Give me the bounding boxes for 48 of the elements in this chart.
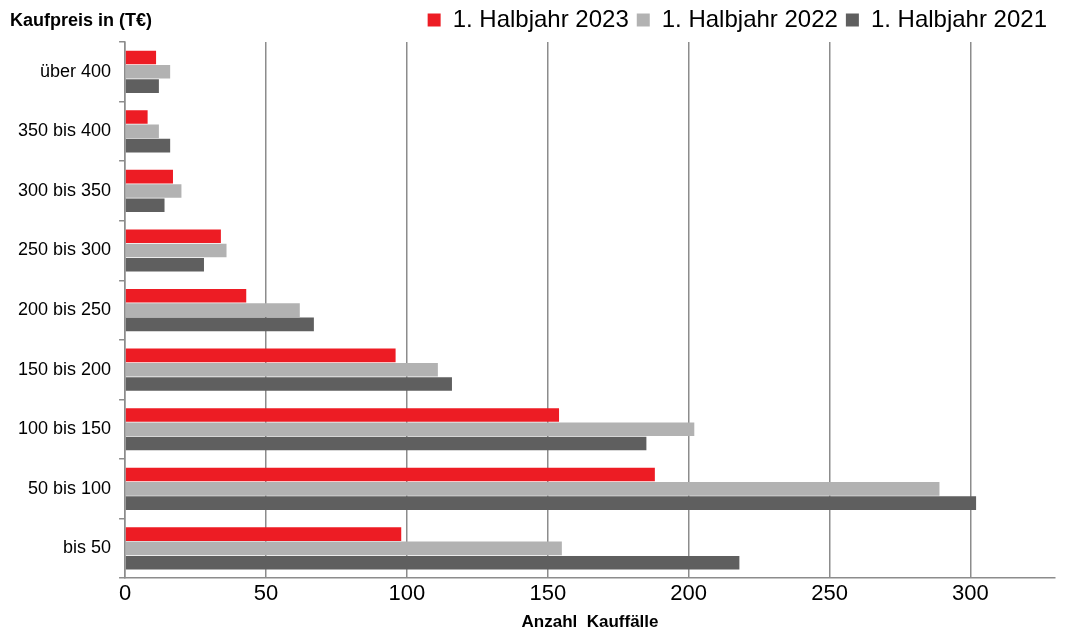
- bar: [125, 243, 227, 258]
- bar: [125, 317, 314, 332]
- bar: [125, 124, 159, 139]
- x-tick-label: 300: [952, 580, 989, 606]
- bar: [125, 65, 171, 79]
- y-tick-label: 250 bis 300: [18, 239, 112, 260]
- bar: [125, 362, 438, 377]
- x-tick-label: 200: [670, 580, 708, 606]
- y-tick-label: 200 bis 250: [18, 299, 112, 320]
- bar: [125, 408, 560, 422]
- y-tick-label: 150 bis 200: [18, 358, 112, 379]
- bar: [125, 527, 402, 541]
- bar: [125, 289, 247, 303]
- bar: [125, 198, 165, 213]
- x-tick-label: 150: [529, 580, 567, 606]
- bar: [125, 229, 221, 244]
- bar: [125, 422, 695, 437]
- y-tick-label: bis 50: [63, 537, 112, 558]
- bar: [125, 50, 157, 65]
- bar: [125, 169, 173, 184]
- x-tick-label: 50: [253, 580, 279, 606]
- x-axis-title: Anzahl Kauffälle: [521, 612, 659, 632]
- bar: [125, 436, 647, 451]
- bar: [125, 258, 204, 272]
- legend-label: 1. Halbjahr 2021: [870, 4, 1047, 32]
- y-tick-label: 50 bis 100: [28, 477, 112, 498]
- x-tick-label: 100: [388, 580, 426, 606]
- x-tick-label: 0: [118, 580, 132, 606]
- bar: [125, 377, 452, 391]
- bar: [125, 110, 148, 124]
- bar: [125, 184, 182, 198]
- y-tick-label: 300 bis 350: [18, 179, 112, 200]
- bar: [125, 541, 562, 556]
- legend-label: 1. Halbjahr 2022: [661, 4, 838, 32]
- bar: [125, 348, 396, 363]
- bar: [125, 138, 171, 153]
- bar: [125, 555, 740, 570]
- bar: [125, 303, 300, 317]
- bar: [125, 496, 977, 510]
- y-tick-label: 350 bis 400: [18, 120, 112, 141]
- y-axis-title: Kaufpreis in (T€): [10, 10, 153, 31]
- bar: [125, 467, 655, 482]
- legend-label: 1. Halbjahr 2023: [452, 4, 629, 32]
- y-tick-label: über 400: [40, 60, 112, 81]
- bar: [125, 482, 940, 496]
- x-tick-label: 250: [811, 580, 848, 606]
- y-tick-label: 100 bis 150: [18, 418, 112, 439]
- bar: [125, 79, 159, 93]
